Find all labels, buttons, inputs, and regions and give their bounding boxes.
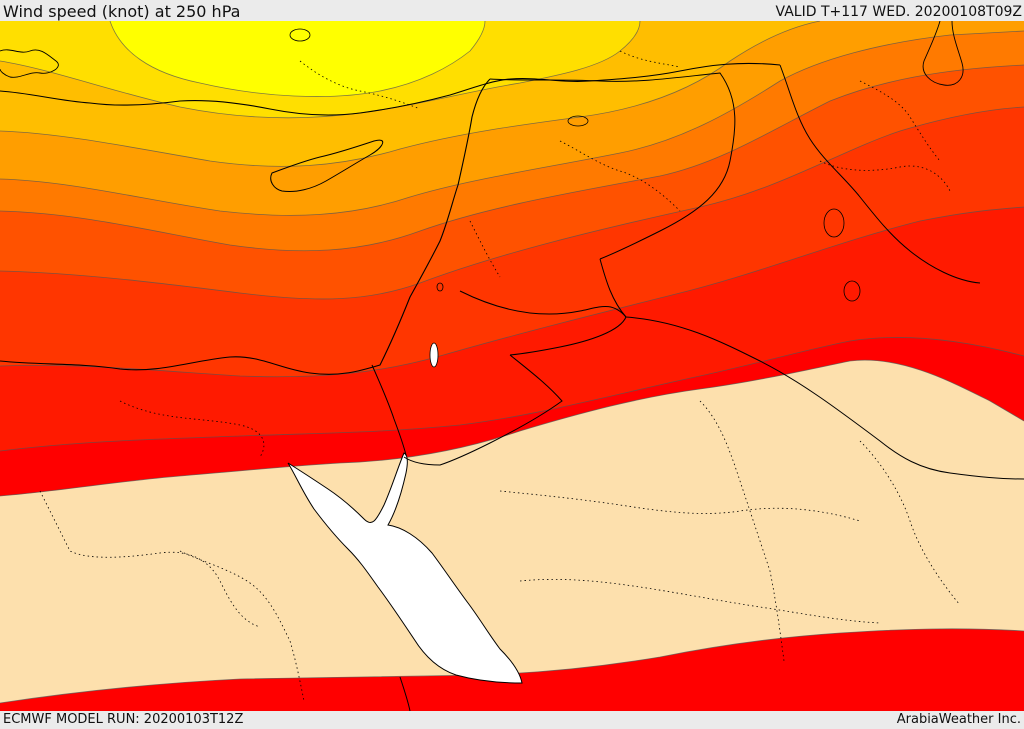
lake-assad-outline bbox=[567, 115, 589, 127]
coastline-caspian bbox=[922, 21, 964, 86]
wind-speed-map bbox=[0, 21, 1024, 711]
border-saudi-jordan bbox=[403, 354, 563, 466]
model-run-label: ECMWF MODEL RUN: 20200103T12Z bbox=[3, 712, 244, 727]
footer-bar: ECMWF MODEL RUN: 20200103T12Z ArabiaWeat… bbox=[0, 711, 1024, 729]
lake-razazah-outline bbox=[843, 280, 861, 302]
border-egypt-sudan bbox=[399, 676, 411, 711]
coastline-aegean bbox=[0, 49, 59, 78]
border-egypt-israel bbox=[371, 364, 407, 456]
coastline-turkey bbox=[0, 62, 781, 116]
tuz-lake-outline bbox=[289, 28, 311, 42]
band-yellow bbox=[110, 21, 485, 97]
galilee-outline bbox=[436, 282, 444, 292]
valid-time-label: VALID T+117 WED. 20200108T09Z bbox=[775, 4, 1022, 20]
red-sea bbox=[287, 452, 523, 684]
map-canvas bbox=[0, 21, 1024, 711]
header-bar: Wind speed (knot) at 250 hPa VALID T+117… bbox=[0, 0, 1024, 21]
credit-label: ArabiaWeather Inc. bbox=[896, 712, 1021, 727]
lake-tharthar-outline bbox=[823, 208, 845, 238]
internal-boundaries bbox=[39, 50, 961, 702]
chart-title: Wind speed (knot) at 250 hPa bbox=[3, 2, 241, 21]
border-syria-iraq bbox=[489, 72, 736, 260]
low-wind-zone bbox=[0, 360, 1024, 703]
border-iraq-iran bbox=[779, 64, 981, 284]
border-saudi-north bbox=[599, 258, 1024, 480]
cyprus-outline bbox=[270, 139, 384, 192]
coastline-med-south bbox=[0, 78, 491, 375]
dead-sea-outline bbox=[429, 342, 439, 368]
wind-contours bbox=[0, 21, 1024, 704]
